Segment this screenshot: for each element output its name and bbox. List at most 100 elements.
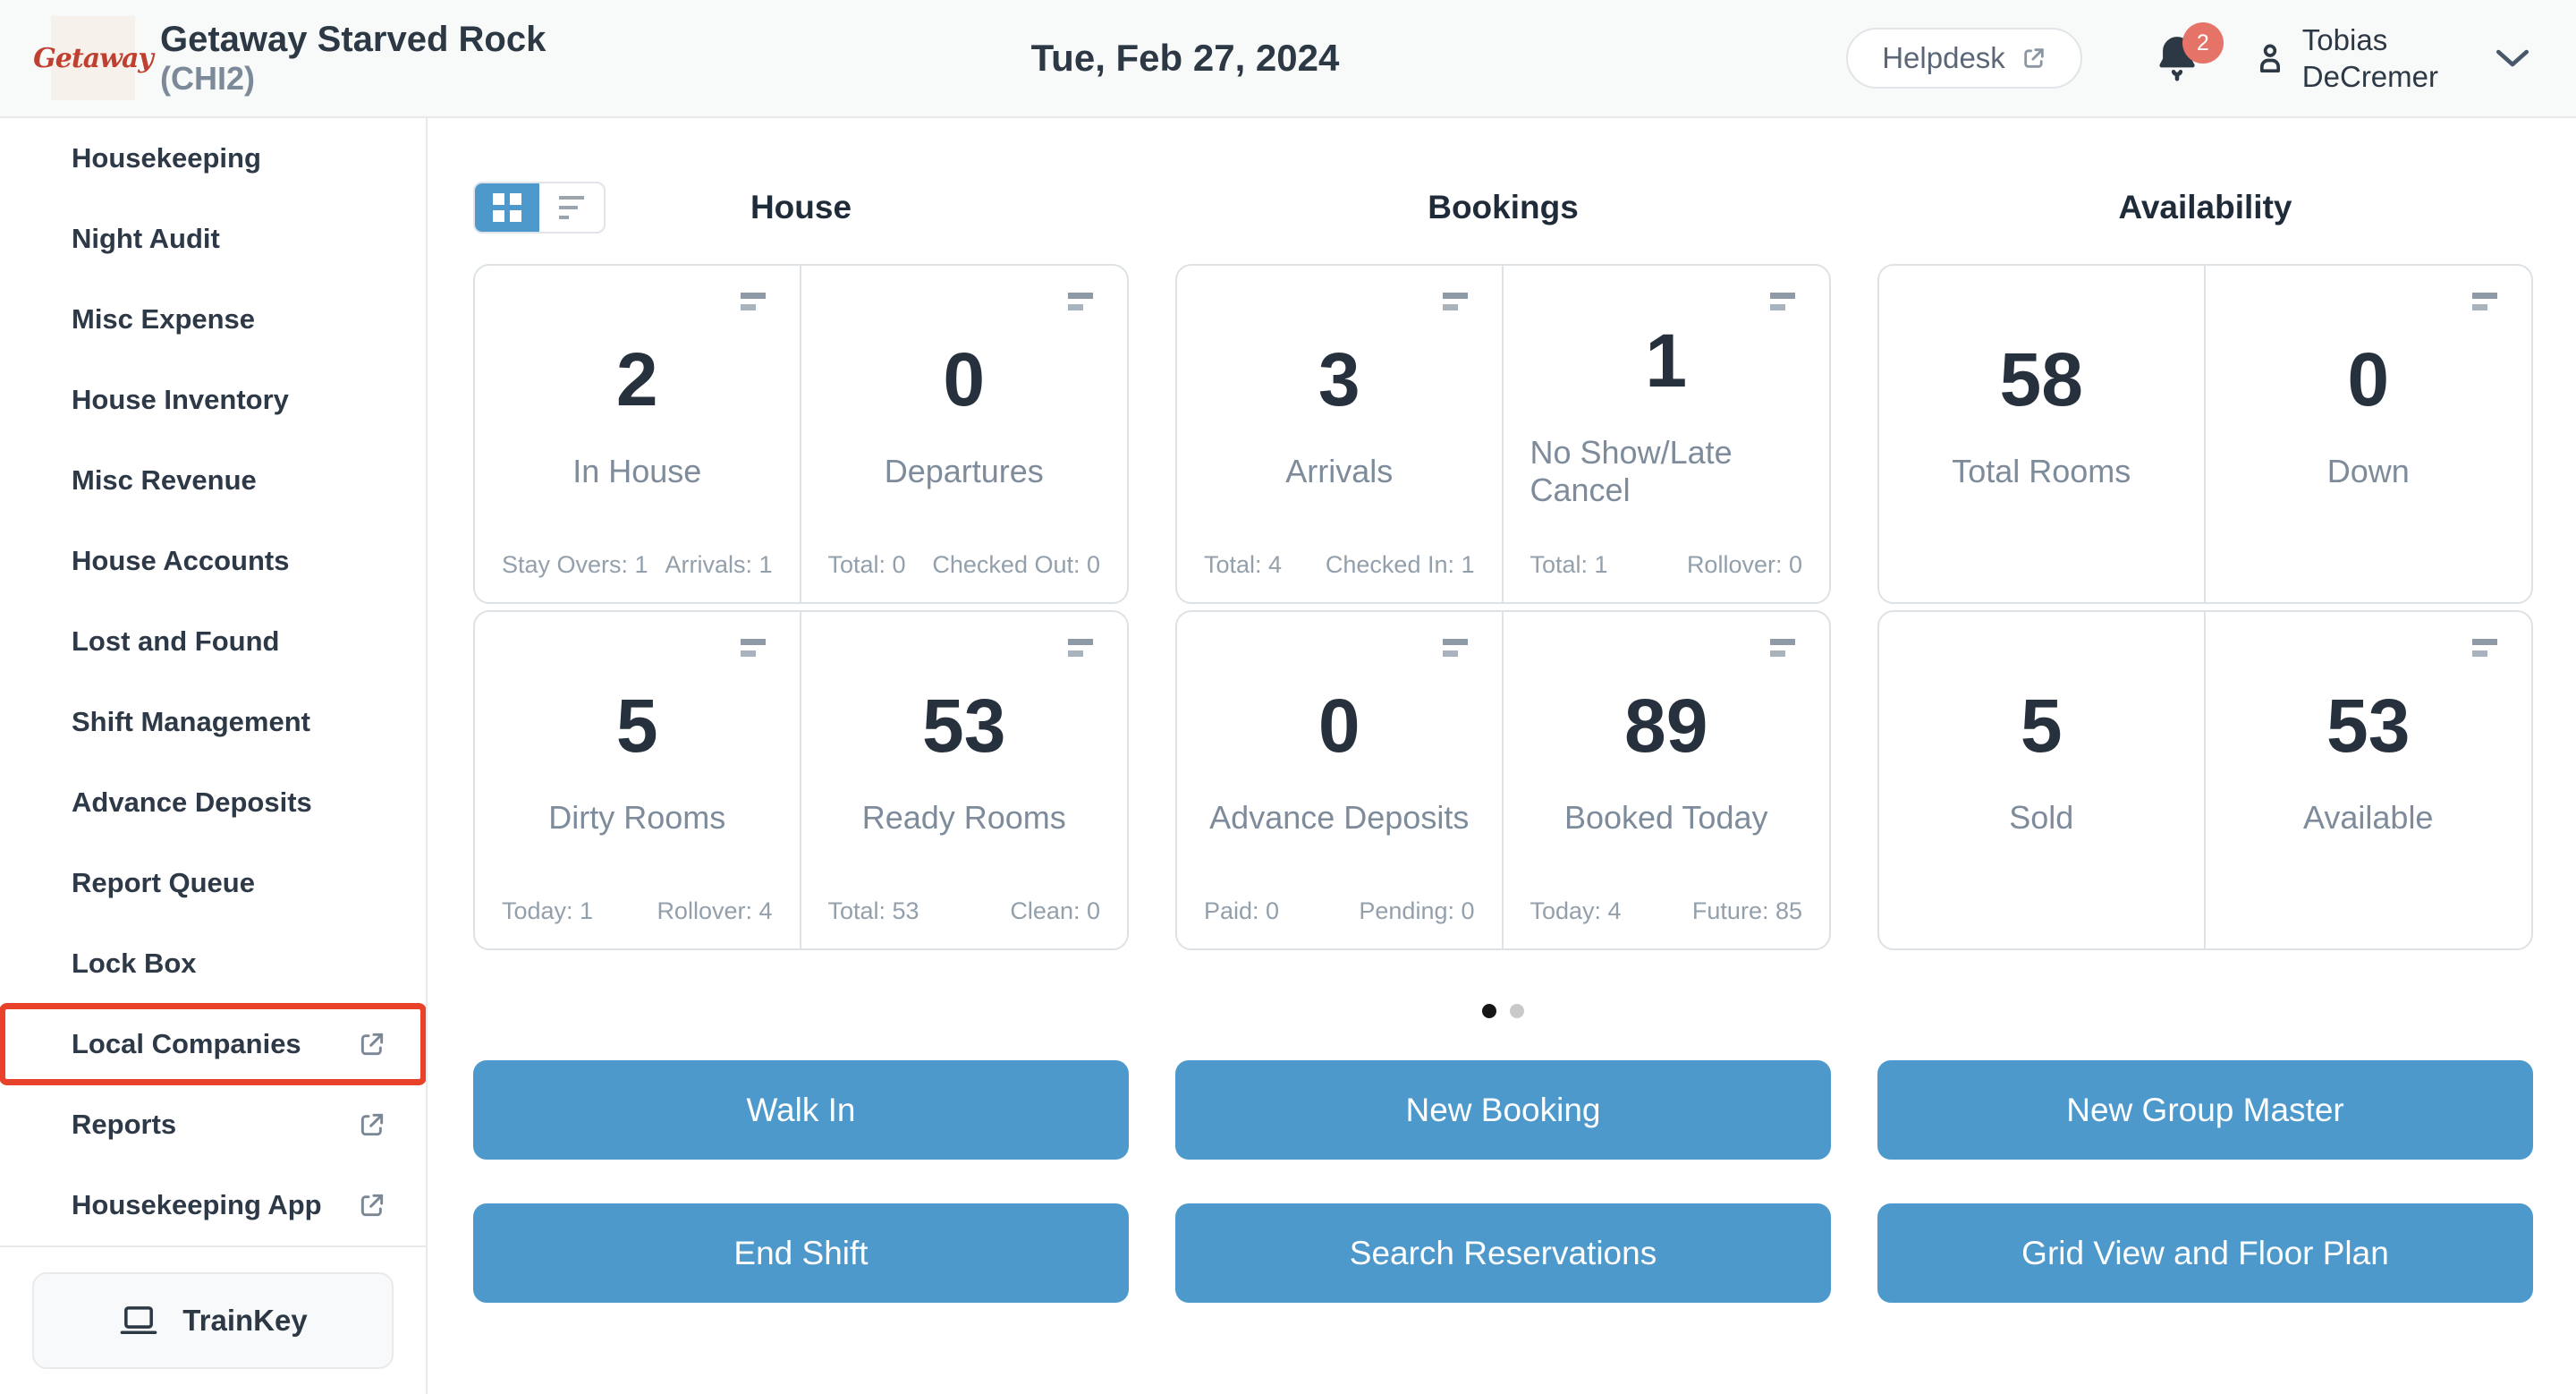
external-link-icon: [2021, 46, 2046, 71]
stat-footer-right: Pending: 0: [1359, 897, 1475, 924]
external-link-icon: [358, 1030, 386, 1058]
laptop-icon: [118, 1303, 159, 1339]
user-menu[interactable]: Tobias DeCremer: [2252, 21, 2531, 96]
grid-view-toggle[interactable]: [475, 183, 539, 232]
stat-card-departures[interactable]: 0 Departures Total: 0 Checked Out: 0: [801, 266, 1128, 602]
stat-footer-left: Paid: 0: [1204, 897, 1280, 924]
sidebar-item-lost-and-found[interactable]: Lost and Found: [0, 601, 426, 682]
list-view-toggle[interactable]: [539, 183, 604, 232]
stat-footer-right: Checked In: 1: [1325, 551, 1475, 578]
stat-value: 3: [1318, 337, 1360, 421]
sidebar-item-label: Lock Box: [72, 948, 197, 979]
trainkey-section: TrainKey: [0, 1245, 426, 1394]
stat-footer-left: Today: 1: [502, 897, 594, 924]
user-icon: [2252, 38, 2288, 79]
stat-card-ready-rooms[interactable]: 53 Ready Rooms Total: 53 Clean: 0: [801, 612, 1128, 948]
stats-bars-icon: [1068, 293, 1093, 310]
stat-value: 5: [2020, 684, 2063, 768]
section-header-bookings: Bookings: [1175, 181, 1831, 234]
sidebar-item-misc-revenue[interactable]: Misc Revenue: [0, 440, 426, 521]
stat-value: 58: [1999, 337, 2083, 421]
search-reservations-button[interactable]: Search Reservations: [1175, 1203, 1831, 1303]
sidebar-item-house-inventory[interactable]: House Inventory: [0, 360, 426, 440]
stat-label: Booked Today: [1563, 799, 1768, 836]
pagination-dot-2[interactable]: [1510, 1004, 1524, 1018]
external-link-icon: [358, 1110, 386, 1139]
stat-card-available[interactable]: 53 Available: [2206, 612, 2532, 948]
stat-card-down[interactable]: 0 Down: [2206, 266, 2532, 602]
stat-value: 2: [615, 337, 658, 421]
stat-value: 53: [2326, 684, 2411, 768]
sidebar-item-shift-management[interactable]: Shift Management: [0, 682, 426, 762]
sidebar-item-house-accounts[interactable]: House Accounts: [0, 521, 426, 601]
stat-footer-left: Total: 0: [827, 551, 906, 578]
stats-bars-icon: [740, 293, 766, 310]
stat-card-arrivals[interactable]: 3 Arrivals Total: 4 Checked In: 1: [1177, 266, 1504, 602]
sidebar-item-lock-box[interactable]: Lock Box: [0, 923, 426, 1004]
sidebar-item-housekeeping[interactable]: Housekeeping: [0, 118, 426, 199]
sidebar-item-advance-deposits[interactable]: Advance Deposits: [0, 762, 426, 843]
section-title: House: [750, 189, 852, 225]
sidebar-item-report-queue[interactable]: Report Queue: [0, 843, 426, 923]
end-shift-button[interactable]: End Shift: [473, 1203, 1129, 1303]
sidebar-item-local-companies[interactable]: Local Companies: [0, 1003, 426, 1085]
sidebar-item-label: Advance Deposits: [72, 786, 312, 818]
trainkey-button[interactable]: TrainKey: [32, 1272, 394, 1369]
stat-card-in-house[interactable]: 2 In House Stay Overs: 1 Arrivals: 1: [475, 266, 801, 602]
external-link-icon: [358, 1191, 386, 1220]
stats-bars-icon: [740, 639, 766, 657]
stat-footer: Today: 1 Rollover: 4: [502, 897, 773, 925]
stat-label: Sold: [2009, 799, 2074, 836]
stat-value: 53: [922, 684, 1006, 768]
stat-card-advance-deposits[interactable]: 0 Advance Deposits Paid: 0 Pending: 0: [1177, 612, 1504, 948]
pagination-dot-1[interactable]: [1482, 1004, 1496, 1018]
stat-card-no-show-late-cancel[interactable]: 1 No Show/Late Cancel Total: 1 Rollover:…: [1504, 266, 1830, 602]
sidebar-item-label: Report Queue: [72, 867, 255, 898]
stat-label: Dirty Rooms: [548, 799, 726, 836]
section-header-availability: Availability: [1877, 181, 2533, 234]
sidebar-item-label: Local Companies: [72, 1028, 301, 1059]
new-booking-button[interactable]: New Booking: [1175, 1060, 1831, 1160]
house-column: 2 In House Stay Overs: 1 Arrivals: 1 0 D…: [473, 264, 1129, 950]
grid-view-icon: [493, 193, 521, 222]
stats-bars-icon: [2472, 639, 2497, 657]
helpdesk-button[interactable]: Helpdesk: [1846, 28, 2082, 89]
sidebar-item-label: Housekeeping: [72, 142, 261, 174]
stat-card-dirty-rooms[interactable]: 5 Dirty Rooms Today: 1 Rollover: 4: [475, 612, 801, 948]
stat-label: Arrivals: [1285, 453, 1394, 489]
stat-footer: Today: 4 Future: 85: [1530, 897, 1803, 925]
property-title-block: Getaway Starved Rock (CHI2): [160, 19, 546, 97]
view-toggle: [473, 182, 606, 234]
sidebar-nav: Housekeeping Night Audit Misc Expense Ho…: [0, 118, 426, 1245]
sidebar-item-housekeeping-app[interactable]: Housekeeping App: [0, 1165, 426, 1245]
grid-view-floor-plan-button[interactable]: Grid View and Floor Plan: [1877, 1203, 2533, 1303]
stats-bars-icon: [1770, 293, 1795, 310]
header-controls: Helpdesk 2: [1846, 21, 2531, 96]
stat-card-booked-today[interactable]: 89 Booked Today Today: 4 Future: 85: [1504, 612, 1830, 948]
user-name: Tobias DeCremer: [2302, 21, 2438, 96]
stat-footer-right: Future: 85: [1691, 897, 1802, 924]
stats-bars-icon: [1442, 639, 1468, 657]
walk-in-button[interactable]: Walk In: [473, 1060, 1129, 1160]
stat-card-total-rooms[interactable]: 58 Total Rooms: [1879, 266, 2206, 602]
getaway-logo-text: Getaway: [33, 42, 154, 74]
stat-label: Advance Deposits: [1209, 799, 1470, 836]
section-title: Bookings: [1428, 189, 1579, 225]
stat-value: 5: [615, 684, 658, 768]
stat-label: Total Rooms: [1952, 453, 2131, 489]
sidebar-item-label: Night Audit: [72, 223, 220, 254]
availability-column: 58 Total Rooms 0 Down 5 So: [1877, 264, 2533, 950]
sidebar-item-label: Misc Expense: [72, 303, 256, 335]
stat-value: 89: [1624, 684, 1708, 768]
section-title: Availability: [2118, 189, 2292, 225]
notifications-button[interactable]: 2: [2154, 22, 2224, 85]
new-group-master-button[interactable]: New Group Master: [1877, 1060, 2533, 1160]
stat-card-sold[interactable]: 5 Sold: [1879, 612, 2206, 948]
card-pair: 5 Sold 53 Available: [1877, 610, 2533, 950]
card-pair: 0 Advance Deposits Paid: 0 Pending: 0 89…: [1175, 610, 1831, 950]
sidebar-item-reports[interactable]: Reports: [0, 1084, 426, 1165]
stat-value: 0: [1318, 684, 1360, 768]
stat-footer-left: Total: 4: [1204, 551, 1283, 578]
sidebar-item-night-audit[interactable]: Night Audit: [0, 199, 426, 279]
sidebar-item-misc-expense[interactable]: Misc Expense: [0, 279, 426, 360]
